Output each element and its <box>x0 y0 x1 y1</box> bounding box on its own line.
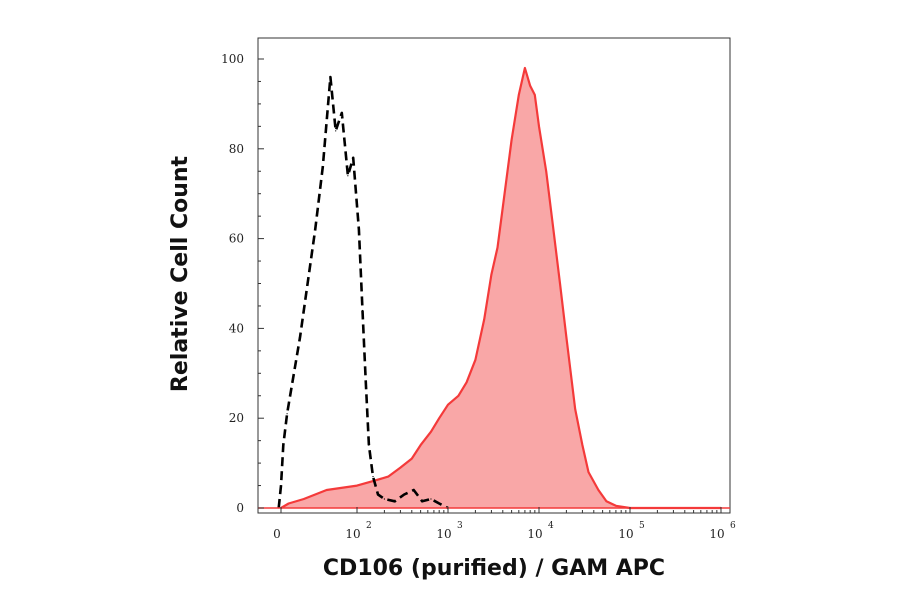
series-dashed-point <box>329 76 331 78</box>
series-filled-point <box>605 500 607 502</box>
series-filled-area <box>281 68 721 508</box>
series-filled-point <box>483 318 485 321</box>
x-tick-exponent: 4 <box>548 521 554 531</box>
y-tick-label: 80 <box>229 142 244 156</box>
series-filled-point <box>518 94 520 96</box>
series-filled-point <box>511 139 513 141</box>
series-filled-point <box>502 206 504 208</box>
series-filled-point <box>551 220 553 222</box>
x-tick-label: 10 <box>709 527 724 541</box>
series-filled-point <box>288 502 290 505</box>
series-layer <box>258 66 730 510</box>
series-dashed-point <box>438 502 440 505</box>
x-tick-label: 10 <box>345 527 360 541</box>
series-dashed-point <box>347 175 349 177</box>
series-dashed-point <box>341 112 343 114</box>
series-filled-point <box>387 475 389 478</box>
series-dashed-point <box>368 444 370 446</box>
series-dashed-point <box>322 166 324 168</box>
series-filled-point <box>356 484 358 487</box>
series-filled-point <box>574 408 576 410</box>
x-tick-label: 0 <box>273 527 281 541</box>
series-filled-outline <box>280 66 721 510</box>
series-dashed-point <box>335 130 337 132</box>
series-filled-point <box>411 458 413 460</box>
series-filled-point <box>420 444 422 446</box>
series-filled-point <box>587 471 590 473</box>
series-filled-point <box>524 67 526 69</box>
series-dashed-point <box>299 336 301 338</box>
series-dashed-point <box>286 413 288 415</box>
series-filled-point <box>581 444 584 446</box>
series-dashed-point <box>403 493 405 496</box>
plot-frame <box>257 37 731 514</box>
series-filled-point <box>447 404 449 406</box>
series-dashed-point <box>358 229 360 231</box>
series-filled-point <box>615 505 617 507</box>
series-dashed-point <box>383 498 385 500</box>
y-tick-label: 100 <box>221 52 244 66</box>
series-filled-point <box>545 170 547 172</box>
y-tick-label: 20 <box>229 411 244 425</box>
x-tick-label: 10 <box>436 527 451 541</box>
x-tick-exponent: 2 <box>366 521 372 531</box>
series-filled-point <box>490 273 493 276</box>
series-filled-point <box>597 489 600 491</box>
x-tick-exponent: 5 <box>639 521 645 531</box>
x-axis-title: CD106 (purified) / GAM APC <box>323 556 665 581</box>
series-filled-point <box>457 395 459 397</box>
series-filled-point <box>538 125 540 127</box>
series-dashed-point <box>307 282 309 285</box>
y-axis-title: Relative Cell Count <box>168 155 193 392</box>
series-dashed-point <box>280 484 282 487</box>
series-filled-point <box>438 417 440 419</box>
series-dashed-point <box>291 381 293 383</box>
series-filled-point <box>399 466 402 469</box>
x-axis: 0 10 2 10 3 10 4 10 5 10 6 <box>273 507 736 541</box>
series-dashed-point <box>365 381 367 383</box>
series-filled-point <box>474 359 476 361</box>
series-filled-point <box>326 489 328 491</box>
series-filled-point <box>496 246 499 249</box>
series-dashed-point <box>394 500 396 502</box>
series-dashed-point <box>377 493 379 496</box>
x-tick-exponent: 6 <box>730 521 736 531</box>
series-filled-point <box>430 431 432 433</box>
y-tick-label: 60 <box>229 232 244 246</box>
y-tick-label: 0 <box>236 501 244 515</box>
x-tick-label: 10 <box>618 527 633 541</box>
y-tick-label: 40 <box>229 321 244 335</box>
series-dashed-point <box>352 157 354 159</box>
y-axis: 0 20 40 60 80 100 <box>221 52 264 515</box>
series-dashed-point <box>361 309 364 312</box>
series-filled-point <box>529 85 531 87</box>
series-filled-point <box>534 94 536 96</box>
series-filled-point <box>303 498 305 500</box>
series-dashed-point <box>314 229 316 231</box>
series-dashed-point <box>413 489 415 491</box>
series-dashed-point <box>421 500 423 502</box>
series-dashed-point <box>372 475 374 478</box>
x-tick-label: 10 <box>527 527 542 541</box>
series-dashed-point <box>430 498 432 500</box>
series-dashed-point <box>282 444 284 446</box>
series-filled-point <box>465 381 468 383</box>
series-filled-point <box>559 282 561 285</box>
series-filled-point <box>565 336 567 338</box>
x-tick-exponent: 3 <box>457 521 463 531</box>
